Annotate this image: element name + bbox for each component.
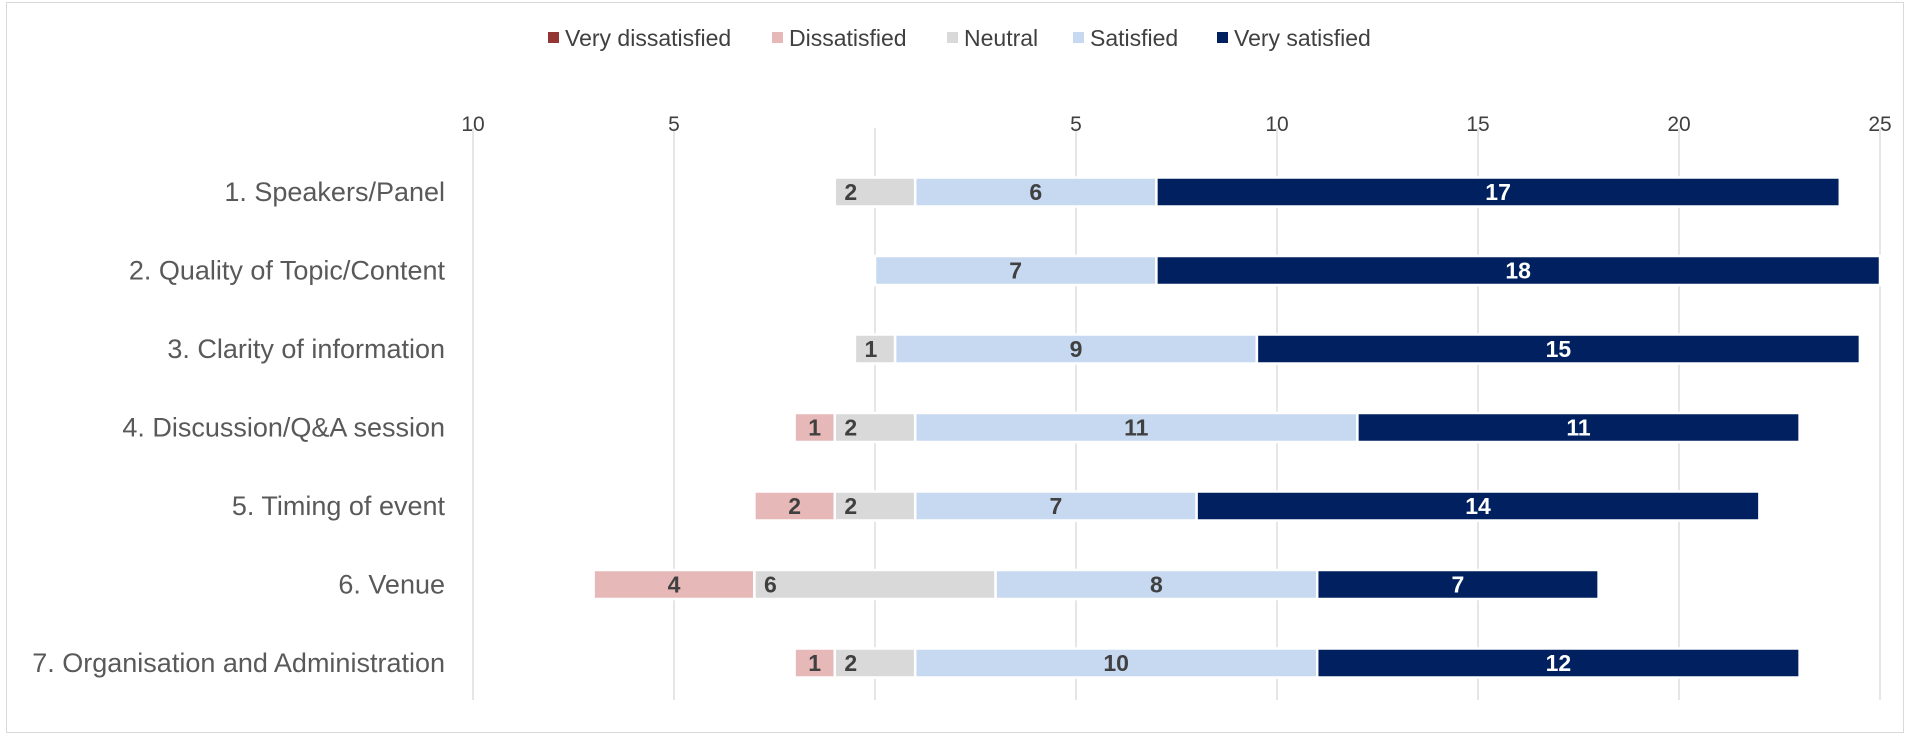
x-tick-label: 15	[1466, 113, 1489, 136]
category-label: 2. Quality of Topic/Content	[129, 256, 446, 286]
data-label-dissatisfied: 2	[788, 493, 801, 519]
bar-segment-neutral	[833, 411, 917, 444]
chart-frame	[6, 2, 1904, 733]
bar-segment-dissatisfied	[753, 490, 837, 522]
legend: Very dissatisfied Dissatisfied Neutral Sati…	[548, 25, 1371, 51]
bar-segment-very-satisfied	[1155, 176, 1842, 208]
category-label: 3. Clarity of information	[167, 334, 445, 364]
bar-segment-neutral	[833, 176, 917, 208]
data-label-satisfied: 8	[1150, 572, 1163, 598]
x-tick-label: 20	[1667, 113, 1690, 136]
legend-swatch-neutral	[947, 32, 958, 43]
data-label-dissatisfied: 4	[668, 572, 681, 598]
data-label-very-satisfied: 15	[1546, 336, 1572, 362]
legend-label-dissatisfied: Dissatisfied	[789, 25, 907, 51]
data-label-dissatisfied: 1	[808, 415, 821, 441]
bar-segment-dissatisfied	[592, 568, 756, 601]
category-labels: 1. Speakers/Panel 2. Quality of Topic/Con…	[32, 177, 445, 678]
bar-segment-very-satisfied	[1315, 647, 1801, 679]
data-label-neutral: 2	[844, 179, 857, 205]
x-tick-label: 10	[461, 113, 484, 136]
bar-segment-very-satisfied	[1255, 333, 1862, 365]
legend-swatch-dissatisfied	[772, 32, 783, 43]
bar-segment-satisfied	[994, 568, 1319, 601]
x-tick-label: 5	[668, 113, 680, 136]
data-label-very-satisfied: 11	[1566, 415, 1591, 441]
bar-segment-very-satisfied	[1356, 411, 1801, 444]
data-label-neutral: 2	[844, 493, 857, 519]
bar-segment-very-satisfied	[1155, 254, 1882, 287]
category-label: 5. Timing of event	[232, 491, 446, 521]
data-label-neutral: 2	[844, 415, 857, 441]
bar-segment-neutral	[833, 647, 917, 679]
legend-label-satisfied: Satisfied	[1090, 25, 1178, 51]
data-label-very-satisfied: 18	[1505, 258, 1531, 284]
bar-segment-satisfied	[913, 411, 1359, 444]
legend-swatch-very-satisfied	[1217, 32, 1228, 43]
bar-segment-neutral	[753, 568, 997, 601]
category-label: 7. Organisation and Administration	[32, 648, 445, 678]
legend-label-very-dissatisfied: Very dissatisfied	[565, 25, 731, 51]
data-label-very-satisfied: 7	[1452, 572, 1465, 598]
data-label-neutral: 1	[865, 336, 878, 362]
legend-swatch-satisfied	[1073, 32, 1084, 43]
bar-segment-very-satisfied	[1315, 568, 1600, 601]
bar-segment-very-satisfied	[1195, 490, 1761, 522]
legend-swatch-very-dissatisfied	[548, 32, 559, 43]
data-label-neutral: 2	[844, 650, 857, 676]
category-label: 1. Speakers/Panel	[224, 177, 445, 207]
data-label-satisfied: 10	[1103, 650, 1129, 676]
data-label-satisfied: 11	[1124, 415, 1149, 441]
legend-label-very-satisfied: Very satisfied	[1234, 25, 1371, 51]
category-label: 4. Discussion/Q&A session	[122, 413, 445, 443]
data-label-very-satisfied: 12	[1546, 650, 1572, 676]
data-label-dissatisfied: 1	[808, 650, 821, 676]
data-label-satisfied: 6	[1029, 179, 1042, 205]
data-label-satisfied: 9	[1070, 336, 1083, 362]
data-label-very-satisfied: 17	[1485, 179, 1511, 205]
x-tick-label: 10	[1265, 113, 1288, 136]
x-tick-label: 5	[1070, 113, 1082, 136]
data-label-neutral: 6	[764, 572, 777, 598]
x-tick-label: 25	[1868, 113, 1891, 136]
data-label-satisfied: 7	[1009, 258, 1022, 284]
x-axis-ticks: 10 5 5 10 15 20 25	[461, 113, 1891, 136]
category-label: 6. Venue	[338, 570, 445, 600]
bar-segment-satisfied	[913, 490, 1198, 522]
bars: 2 6 177 181 9 151 2 11 112 2 7 144 6 8 71 2 10 12	[592, 176, 1882, 679]
data-label-very-satisfied: 14	[1465, 493, 1491, 519]
legend-label-neutral: Neutral	[964, 25, 1038, 51]
data-label-satisfied: 7	[1050, 493, 1063, 519]
bar-segment-satisfied	[913, 647, 1319, 679]
bar-segment-satisfied	[893, 333, 1259, 365]
